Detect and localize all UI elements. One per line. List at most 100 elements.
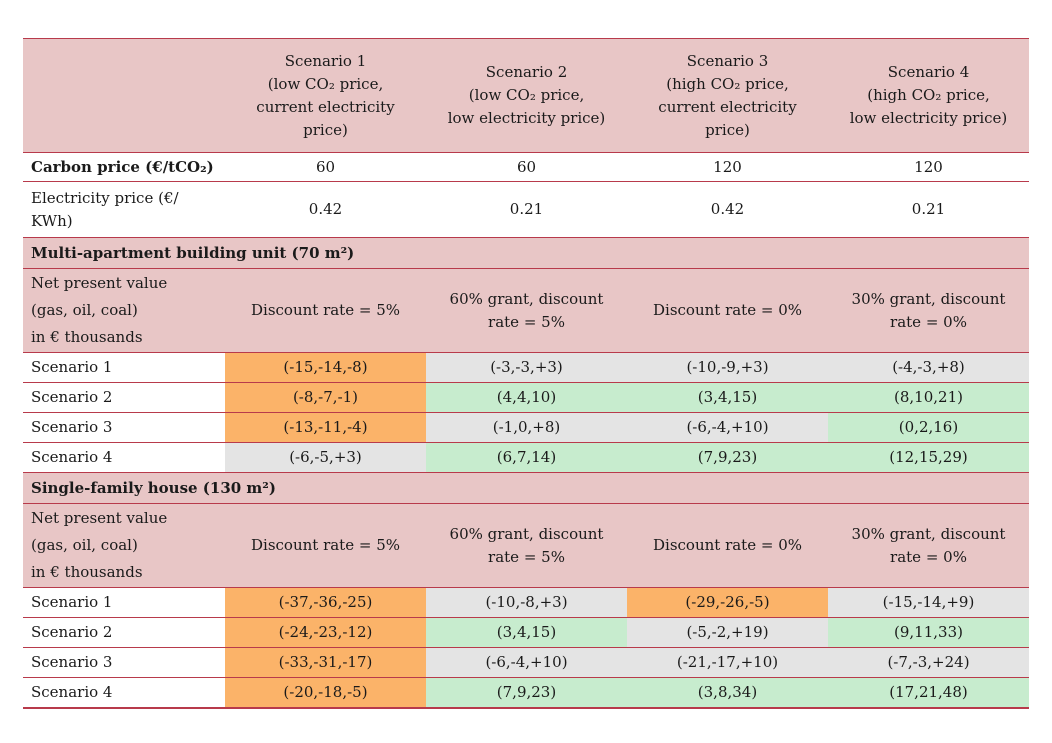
cell-line: Discount rate = 5%: [251, 536, 400, 554]
row-label: Scenario 3: [23, 412, 225, 443]
npv-cell: (-6,-5,+3): [225, 442, 426, 473]
section-title: Multi-apartment building unit (70 m²): [23, 237, 1029, 269]
header-scenario-3: Scenario 3 (high CO₂ price, current electr…: [627, 38, 828, 153]
npv-cell: (-8,-7,-1): [225, 382, 426, 413]
cell-line: rate = 0%: [890, 547, 967, 566]
condition-cell: Discount rate = 0%: [627, 503, 828, 588]
npv-cell: (-20,-18,-5): [225, 677, 426, 709]
cell-line: Net present value: [31, 274, 168, 292]
cell-line: Net present value: [31, 509, 168, 527]
electricity-price-value: 0.21: [828, 181, 1029, 238]
npv-cell: (-15,-14,+9): [828, 587, 1029, 618]
npv-cell: (-10,-8,+3): [426, 587, 627, 618]
table-row: Scenario 3 (-33,-31,-17) (-6,-4,+10) (-21,-…: [23, 647, 1029, 678]
cell-line: in € thousands: [31, 563, 143, 581]
cell-line: 30% grant, discount: [851, 524, 1006, 543]
npv-cell: (-33,-31,-17): [225, 647, 426, 678]
table-row: Scenario 2 (-24,-23,-12) (3,4,15) (-5,-2,+1…: [23, 617, 1029, 648]
carbon-price-label: Carbon price (€/tCO₂): [23, 152, 225, 182]
cell-line: 60% grant, discount: [449, 289, 604, 308]
npv-cell: (-7,-3,+24): [828, 647, 1029, 678]
cell-line: Scenario 1: [284, 51, 367, 70]
cell-line: current electricity: [658, 97, 797, 116]
npv-cell: (7,9,23): [426, 677, 627, 709]
cell-line: in € thousands: [31, 328, 143, 346]
condition-cell: Discount rate = 0%: [627, 268, 828, 353]
npv-cell: (-10,-9,+3): [627, 352, 828, 383]
npv-cell: (17,21,48): [828, 677, 1029, 709]
cell-line: rate = 5%: [488, 547, 565, 566]
npv-cell: (0,2,16): [828, 412, 1029, 443]
electricity-price-label: Electricity price (€/ KWh): [23, 181, 225, 238]
carbon-price-value: 60: [426, 152, 627, 182]
npv-cell: (-4,-3,+8): [828, 352, 1029, 383]
cell-line: KWh): [31, 211, 73, 230]
npv-label: Net present value (gas, oil, coal) in € th…: [23, 503, 225, 588]
npv-label: Net present value (gas, oil, coal) in € th…: [23, 268, 225, 353]
carbon-price-value: 60: [225, 152, 426, 182]
condition-cell: Discount rate = 5%: [225, 268, 426, 353]
cell-line: Discount rate = 0%: [653, 301, 802, 319]
electricity-price-value: 0.42: [627, 181, 828, 238]
section-title-row: Multi-apartment building unit (70 m²): [23, 237, 1029, 269]
npv-cell: (3,4,15): [627, 382, 828, 413]
npv-cell: (-21,-17,+10): [627, 647, 828, 678]
npv-cell: (12,15,29): [828, 442, 1029, 473]
npv-scenario-table: Scenario 1 (low CO₂ price, current electri…: [23, 38, 1029, 709]
header-scenario-1: Scenario 1 (low CO₂ price, current electri…: [225, 38, 426, 153]
row-label: Scenario 4: [23, 677, 225, 709]
header-corner: [23, 38, 225, 153]
cell-line: (low CO₂ price,: [267, 74, 384, 93]
cell-line: (low CO₂ price,: [468, 86, 585, 104]
cell-line: low electricity price): [849, 109, 1008, 127]
npv-cell: (7,9,23): [627, 442, 828, 473]
npv-cell: (-6,-4,+10): [627, 412, 828, 443]
npv-cell: (8,10,21): [828, 382, 1029, 413]
npv-cell: (-6,-4,+10): [426, 647, 627, 678]
electricity-price-value: 0.42: [225, 181, 426, 238]
row-label: Scenario 1: [23, 587, 225, 618]
npv-condition-row: Net present value (gas, oil, coal) in € th…: [23, 268, 1029, 353]
cell-line: (high CO₂ price,: [867, 86, 990, 104]
cell-line: Scenario 2: [485, 63, 568, 81]
header-scenario-4: Scenario 4 (high CO₂ price, low electricit…: [828, 38, 1029, 153]
table-wrapper: Scenario 1 (low CO₂ price, current electri…: [23, 38, 1029, 709]
section-title-row: Single-family house (130 m²): [23, 472, 1029, 504]
electricity-price-value: 0.21: [426, 181, 627, 238]
npv-cell: (-13,-11,-4): [225, 412, 426, 443]
condition-cell: 30% grant, discount rate = 0%: [828, 503, 1029, 588]
cell-line: current electricity: [256, 97, 395, 116]
condition-cell: 60% grant, discount rate = 5%: [426, 268, 627, 353]
row-label: Scenario 4: [23, 442, 225, 473]
table-row: Scenario 1 (-15,-14,-8) (-3,-3,+3) (-10,-9,…: [23, 352, 1029, 383]
cell-line: Scenario 4: [887, 63, 970, 81]
cell-line: (high CO₂ price,: [666, 74, 789, 93]
npv-cell: (-15,-14,-8): [225, 352, 426, 383]
carbon-price-row: Carbon price (€/tCO₂) 60 60 120 120: [23, 152, 1029, 182]
cell-line: low electricity price): [447, 109, 606, 127]
carbon-price-value: 120: [828, 152, 1029, 182]
table-row: Scenario 4 (-20,-18,-5) (7,9,23) (3,8,34) (1…: [23, 677, 1029, 709]
npv-cell: (-3,-3,+3): [426, 352, 627, 383]
condition-cell: 30% grant, discount rate = 0%: [828, 268, 1029, 353]
table-row: Scenario 4 (-6,-5,+3) (6,7,14) (7,9,23) (12,…: [23, 442, 1029, 473]
npv-cell: (-1,0,+8): [426, 412, 627, 443]
npv-cell: (6,7,14): [426, 442, 627, 473]
npv-cell: (4,4,10): [426, 382, 627, 413]
cell-line: Scenario 3: [686, 51, 769, 70]
npv-cell: (-37,-36,-25): [225, 587, 426, 618]
npv-cell: (-5,-2,+19): [627, 617, 828, 648]
npv-cell: (3,8,34): [627, 677, 828, 709]
row-label: Scenario 1: [23, 352, 225, 383]
row-label: Scenario 2: [23, 617, 225, 648]
cell-line: price): [705, 120, 750, 139]
npv-cell: (3,4,15): [426, 617, 627, 648]
section-title: Single-family house (130 m²): [23, 472, 1029, 504]
row-label: Scenario 2: [23, 382, 225, 413]
header-row: Scenario 1 (low CO₂ price, current electri…: [23, 38, 1029, 153]
npv-cell: (-24,-23,-12): [225, 617, 426, 648]
table-row: Scenario 1 (-37,-36,-25) (-10,-8,+3) (-29,-…: [23, 587, 1029, 618]
header-scenario-2: Scenario 2 (low CO₂ price, low electricity…: [426, 38, 627, 153]
cell-line: Discount rate = 5%: [251, 301, 400, 319]
cell-line: Electricity price (€/: [31, 188, 179, 207]
